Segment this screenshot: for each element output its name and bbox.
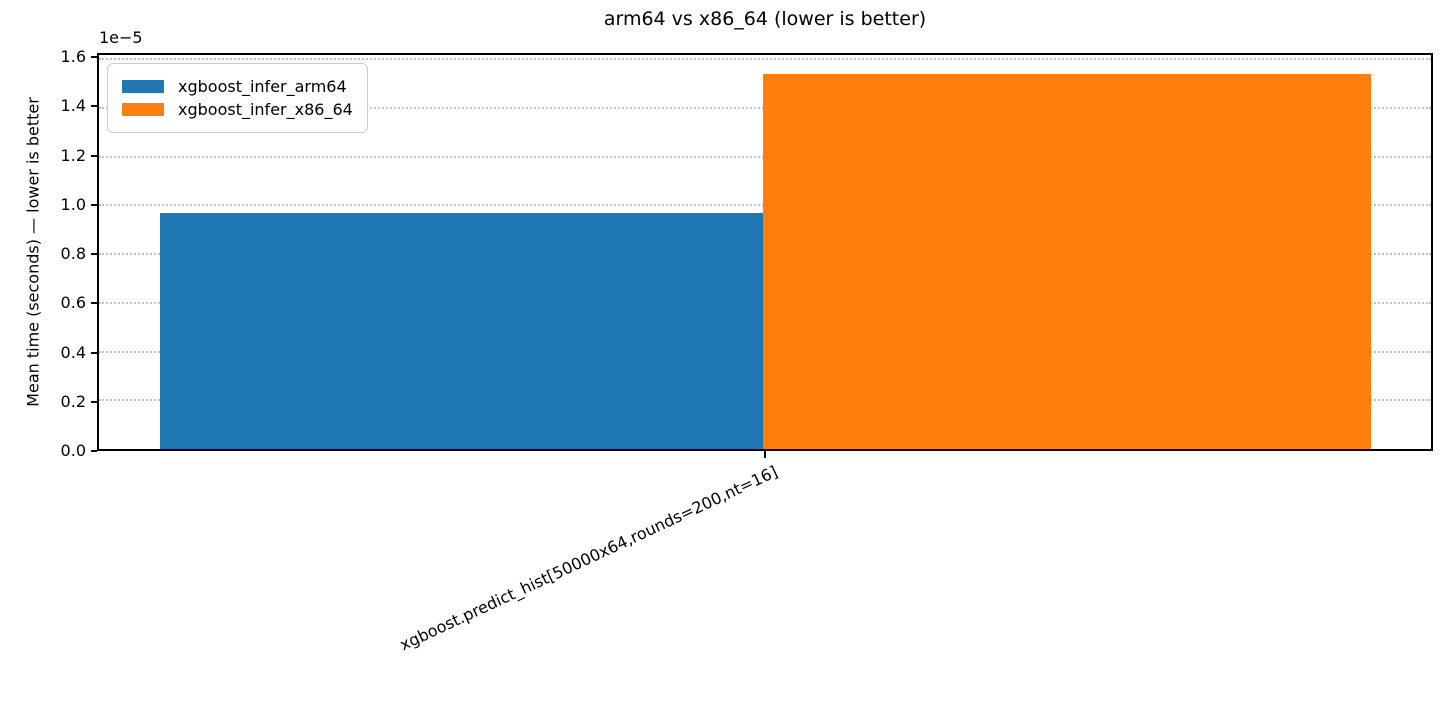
- y-offset-label: 1e−5: [99, 28, 143, 47]
- y-tick-mark: [91, 154, 97, 157]
- y-tick-label: 1.4: [60, 96, 86, 116]
- x-tick-label: xgboost.predict_hist[50000x64,rounds=200…: [396, 462, 781, 655]
- y-tick-label: 0.4: [60, 342, 86, 362]
- y-gridline: [99, 58, 1431, 61]
- y-tick-mark: [91, 450, 97, 452]
- legend-item: xgboost_infer_x86_64: [122, 100, 353, 119]
- legend-label: xgboost_infer_arm64: [178, 77, 347, 96]
- legend-item: xgboost_infer_arm64: [122, 77, 353, 96]
- y-tick-mark: [91, 56, 97, 59]
- legend-label: xgboost_infer_x86_64: [178, 100, 353, 119]
- y-tick-label: 1.2: [60, 145, 86, 165]
- chart-title: arm64 vs x86_64 (lower is better): [603, 8, 927, 30]
- y-tick-mark: [91, 302, 97, 305]
- y-tick-mark: [91, 400, 97, 403]
- legend-swatch: [122, 80, 164, 93]
- y-tick-mark: [91, 203, 97, 206]
- y-tick-label: 1.6: [60, 47, 86, 67]
- y-tick-mark: [91, 105, 97, 108]
- y-tick-label: 1.0: [60, 194, 86, 214]
- x-tick-mark: [764, 451, 766, 458]
- bar-xgboost_infer_arm64: [159, 212, 763, 449]
- plot-area: xgboost_infer_arm64 xgboost_infer_x86_64: [97, 53, 1433, 451]
- legend-swatch: [122, 103, 164, 116]
- y-tick-mark: [91, 253, 97, 256]
- y-tick-label: 0.0: [60, 441, 86, 460]
- y-tick-label: 0.8: [60, 244, 86, 264]
- y-tick-label: 0.2: [60, 391, 86, 411]
- y-tick-mark: [91, 351, 97, 354]
- y-tick-label: 0.6: [60, 293, 86, 313]
- legend: xgboost_infer_arm64 xgboost_infer_x86_64: [107, 63, 368, 133]
- bar-xgboost_infer_x86_64: [763, 73, 1372, 449]
